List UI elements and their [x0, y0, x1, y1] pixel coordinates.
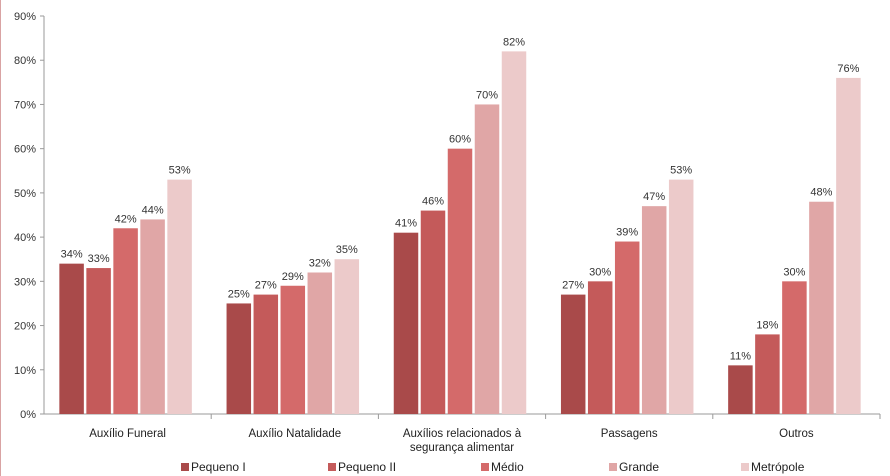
y-tick-label: 40%: [14, 232, 36, 244]
data-label: 33%: [88, 253, 110, 265]
y-tick-label: 80%: [14, 55, 36, 67]
data-label: 29%: [282, 271, 304, 283]
bar-grande: [809, 201, 834, 414]
legend-swatch: [328, 463, 336, 471]
data-label: 41%: [395, 218, 417, 230]
bar-pequeno-ii: [755, 334, 780, 414]
bar-médio: [113, 228, 138, 414]
data-label: 82%: [503, 36, 525, 48]
data-label: 18%: [756, 319, 778, 331]
bar-pequeno-ii: [587, 281, 613, 414]
y-tick-label: 70%: [14, 99, 36, 111]
y-tick-label: 60%: [14, 144, 36, 156]
legend-swatch: [741, 463, 749, 471]
bar-pequeno-i: [560, 294, 586, 414]
legend-label: Pequeno II: [338, 460, 396, 474]
data-label: 44%: [142, 204, 164, 216]
data-label: 30%: [783, 266, 805, 278]
legend-label: Metrópole: [751, 460, 805, 474]
bar-grande: [641, 206, 667, 414]
data-label: 32%: [309, 257, 331, 269]
bar-médio: [280, 285, 306, 414]
y-tick-label: 90%: [14, 11, 36, 23]
bar-pequeno-i: [226, 303, 252, 414]
bar-pequeno-i: [393, 232, 419, 414]
bar-pequeno-ii: [253, 294, 279, 414]
bar-metrópole: [501, 51, 527, 414]
bar-metrópole: [836, 77, 861, 415]
data-label: 48%: [810, 187, 832, 199]
data-label: 53%: [670, 165, 692, 177]
data-label: 60%: [449, 134, 471, 146]
data-label: 46%: [422, 196, 444, 208]
bar-pequeno-ii: [420, 210, 446, 414]
bar-grande: [307, 272, 333, 414]
bar-médio: [782, 281, 807, 414]
legend-label: Pequeno I: [191, 460, 246, 474]
y-tick-label: 20%: [14, 321, 36, 333]
bar-médio: [614, 241, 640, 414]
bar-grande: [140, 219, 165, 414]
data-label: 34%: [61, 249, 83, 261]
data-label: 42%: [115, 213, 137, 225]
data-label: 11%: [730, 350, 751, 362]
category-label: Auxílio Funeral: [89, 428, 166, 440]
legend-swatch: [181, 463, 189, 471]
data-label: 47%: [643, 191, 665, 203]
y-tick-label: 50%: [14, 188, 36, 200]
y-tick-label: 0%: [20, 409, 36, 421]
y-tick-label: 30%: [14, 276, 36, 288]
category-label: Auxílio Natalidade: [248, 428, 341, 440]
legend-swatch: [609, 463, 617, 471]
bar-médio: [447, 148, 473, 414]
data-label: 25%: [228, 288, 250, 300]
data-label: 53%: [169, 165, 191, 177]
bar-pequeno-ii: [86, 268, 111, 414]
legend-label: Médio: [491, 460, 524, 474]
data-label: 35%: [336, 244, 358, 256]
data-label: 27%: [255, 280, 277, 292]
legend-label: Grande: [619, 460, 659, 474]
bar-grande: [474, 104, 500, 414]
category-label: segurança alimentar: [410, 442, 514, 454]
left-border: [0, 0, 1, 476]
data-label: 76%: [837, 63, 859, 75]
bar-metrópole: [334, 259, 360, 414]
bar-metrópole: [167, 179, 192, 414]
category-label: Auxílios relacionados à: [403, 428, 522, 440]
bar-metrópole: [668, 179, 694, 414]
data-label: 70%: [476, 89, 498, 101]
data-label: 27%: [562, 280, 584, 292]
bar-pequeno-i: [59, 263, 84, 414]
y-tick-label: 10%: [14, 365, 36, 377]
category-label: Outros: [779, 428, 814, 440]
category-label: Passagens: [601, 428, 658, 440]
bar-pequeno-i: [728, 365, 753, 414]
data-label: 30%: [589, 266, 611, 278]
data-label: 39%: [616, 227, 638, 239]
legend-swatch: [481, 463, 489, 471]
